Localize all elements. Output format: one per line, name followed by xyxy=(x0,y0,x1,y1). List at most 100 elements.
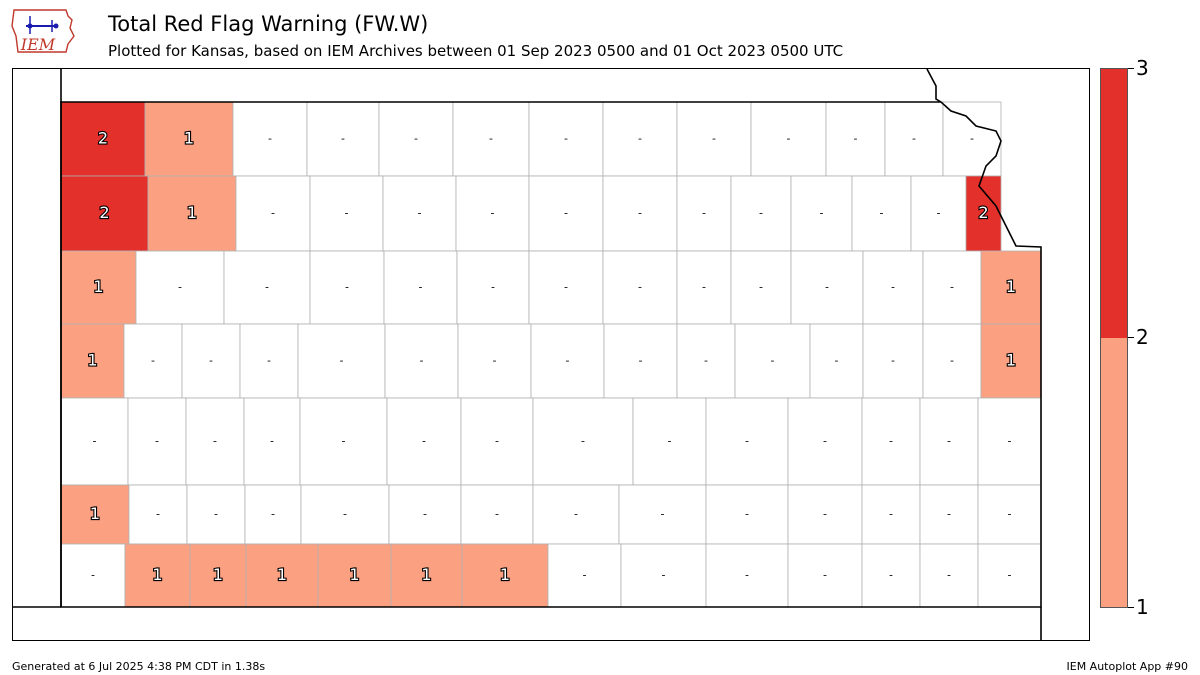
county-polygon xyxy=(189,543,247,608)
county-polygon xyxy=(239,323,299,399)
county-polygon xyxy=(620,543,707,608)
county-value: 1 xyxy=(90,504,100,523)
county-polygon xyxy=(461,543,549,608)
county-value: - xyxy=(342,435,346,448)
county-polygon xyxy=(124,543,191,608)
county-value: - xyxy=(583,569,587,582)
county-polygon xyxy=(676,101,752,177)
county-value: 1 xyxy=(93,277,103,296)
county-polygon xyxy=(123,323,183,399)
chart-title: Total Red Flag Warning (FW.W) xyxy=(108,12,429,36)
county-polygon xyxy=(386,397,462,486)
county-value: - xyxy=(414,132,418,145)
county-value: 1 xyxy=(152,565,162,584)
county-value: - xyxy=(271,207,275,220)
county-polygon xyxy=(235,175,311,252)
county-polygon xyxy=(300,484,390,545)
county-value: - xyxy=(574,508,578,521)
county-polygon xyxy=(455,175,530,252)
county-polygon xyxy=(306,101,380,177)
county-polygon xyxy=(317,543,392,608)
app-text: IEM Autoplot App #90 xyxy=(1066,660,1189,673)
county-value: - xyxy=(661,508,665,521)
county-value: - xyxy=(835,354,839,367)
colorbar-level-2 xyxy=(1101,69,1127,338)
county-value: - xyxy=(566,354,570,367)
county-polygon xyxy=(787,397,863,486)
county-value: 1 xyxy=(277,565,287,584)
county-value: - xyxy=(950,354,954,367)
county-polygon xyxy=(884,101,944,177)
county-value: - xyxy=(155,435,159,448)
county-polygon xyxy=(243,397,301,486)
county-polygon xyxy=(730,175,792,252)
county-value: - xyxy=(270,435,274,448)
county-polygon xyxy=(705,543,789,608)
county-value: - xyxy=(271,508,275,521)
county-value: - xyxy=(889,569,893,582)
generated-text: Generated at 6 Jul 2025 4:38 PM CDT in 1… xyxy=(12,660,266,673)
county-value: - xyxy=(823,435,827,448)
county-polygon xyxy=(861,484,921,545)
county-value: - xyxy=(420,354,424,367)
county-value: 1 xyxy=(1006,277,1016,296)
county-value: - xyxy=(423,508,427,521)
county-value: - xyxy=(341,132,345,145)
county-polygon xyxy=(603,323,678,399)
county-value: - xyxy=(759,281,763,294)
county-polygon xyxy=(910,175,967,252)
county-value: - xyxy=(639,354,643,367)
county-polygon xyxy=(309,250,385,325)
county-polygon xyxy=(602,101,678,177)
kansas-border xyxy=(60,101,1042,608)
county-polygon xyxy=(632,397,707,486)
county-value: - xyxy=(947,508,951,521)
map-frame: 2 1 - - - - - - - - - - - 2 1 - - - - - - - - - - - 2 1 - - - - - - - - - - - -… xyxy=(12,68,1090,641)
county-polygon xyxy=(309,175,384,252)
logo-text: IEM xyxy=(20,35,56,54)
chart-subtitle: Plotted for Kansas, based on IEM Archive… xyxy=(108,42,844,60)
county-polygon xyxy=(530,323,605,399)
county-polygon xyxy=(223,250,311,325)
county-polygon xyxy=(980,323,1042,399)
county-polygon xyxy=(460,484,534,545)
county-value: - xyxy=(422,435,426,448)
county-value: - xyxy=(491,281,495,294)
county-value: - xyxy=(889,435,893,448)
county-value: - xyxy=(493,354,497,367)
county-polygon xyxy=(528,101,604,177)
county-value: - xyxy=(418,207,422,220)
county-value: - xyxy=(343,508,347,521)
county-value: - xyxy=(820,207,824,220)
nebraska-missouri-border xyxy=(926,69,942,103)
county-value: - xyxy=(759,207,763,220)
county-value: - xyxy=(1008,435,1012,448)
county-polygon xyxy=(528,250,604,325)
county-value: - xyxy=(704,354,708,367)
county-polygon xyxy=(676,175,732,252)
county-polygon xyxy=(457,323,532,399)
county-value: 1 xyxy=(349,565,359,584)
county-polygon xyxy=(181,323,241,399)
county-value: - xyxy=(495,508,499,521)
county-polygon xyxy=(60,175,149,252)
county-value: - xyxy=(1008,508,1012,521)
county-value: - xyxy=(564,132,568,145)
county-value: - xyxy=(564,281,568,294)
county-value: - xyxy=(638,132,642,145)
county-value: - xyxy=(889,508,893,521)
county-value: - xyxy=(823,569,827,582)
colorbar-tick xyxy=(1128,68,1134,69)
state-boundaries xyxy=(13,69,1042,640)
county-polygon xyxy=(676,323,736,399)
county-value: - xyxy=(151,354,155,367)
county-value: - xyxy=(268,132,272,145)
county-polygon xyxy=(618,484,707,545)
county-value: 2 xyxy=(978,203,988,222)
county-polygon xyxy=(602,250,678,325)
county-polygon xyxy=(147,175,237,252)
county-value: - xyxy=(581,435,585,448)
county-layer: 2 1 - - - - - - - - - - - 2 1 - - - - - - - - - - - 2 1 - - - - - - - - - - - -… xyxy=(60,101,1042,608)
county-polygon xyxy=(532,484,620,545)
county-polygon xyxy=(460,397,534,486)
